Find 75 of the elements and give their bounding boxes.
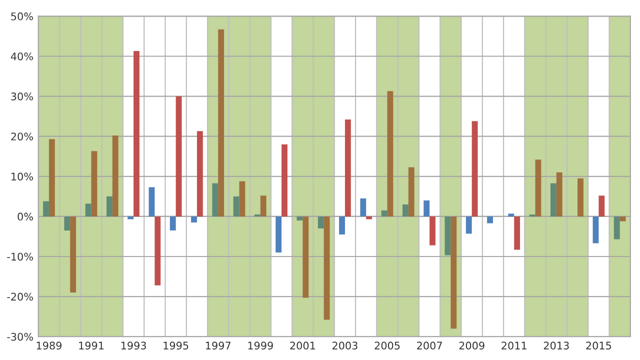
x-tick-label: 1997 — [206, 342, 230, 350]
bar — [408, 167, 414, 216]
x-tick-label: 1991 — [79, 342, 104, 350]
y-tick-label: 20% — [11, 132, 33, 140]
bar — [64, 216, 70, 230]
bar — [106, 196, 112, 216]
bar — [260, 196, 266, 216]
bar — [282, 144, 288, 216]
bar — [154, 216, 161, 286]
bar — [296, 216, 303, 220]
bar — [381, 210, 388, 216]
bar — [366, 216, 372, 220]
bar — [233, 196, 240, 216]
bar — [614, 216, 620, 240]
y-tick-label: 10% — [12, 172, 33, 181]
bar — [514, 216, 520, 250]
bar — [48, 139, 55, 216]
bar — [324, 216, 330, 320]
bar — [318, 216, 324, 228]
bar — [466, 216, 472, 234]
bar — [556, 172, 562, 216]
bar — [91, 151, 98, 216]
bar — [218, 29, 224, 216]
x-tick-label: 2003 — [332, 342, 358, 350]
x-tick-label: 1999 — [248, 342, 273, 350]
bar — [70, 216, 76, 293]
y-tick-label: -30% — [7, 332, 33, 341]
bar — [302, 216, 309, 298]
bar — [472, 121, 478, 216]
bar — [535, 160, 542, 216]
bar — [487, 216, 493, 224]
bar — [450, 216, 457, 329]
x-tick-label: 2005 — [374, 342, 400, 350]
bar — [339, 216, 345, 234]
y-tick-label: 30% — [11, 92, 33, 100]
x-tick-label: 2009 — [459, 342, 484, 350]
bar — [592, 216, 599, 244]
x-tick-label: 2015 — [586, 342, 612, 350]
bar — [43, 201, 49, 216]
bar — [212, 183, 218, 216]
x-tick-label: 2007 — [417, 342, 442, 350]
y-tick-label: 40% — [10, 52, 33, 60]
bar — [387, 91, 394, 216]
bar — [360, 198, 366, 216]
bar — [112, 136, 118, 216]
bar — [191, 216, 197, 222]
bar — [196, 131, 203, 216]
bar — [276, 216, 282, 252]
bar — [424, 200, 430, 216]
bar — [598, 196, 605, 216]
x-tick-label: 2001 — [290, 342, 315, 350]
y-tick-label: -10% — [7, 252, 33, 261]
bar — [578, 178, 584, 216]
y-tick-label: 50% — [11, 12, 33, 20]
x-tick-label: 1993 — [121, 342, 146, 350]
x-tick-label: 2011 — [502, 342, 526, 350]
bar — [134, 51, 140, 216]
x-tick-label: 1989 — [36, 342, 62, 350]
bar — [148, 187, 155, 216]
bar — [85, 204, 92, 216]
bar — [239, 181, 246, 216]
bar — [402, 204, 408, 216]
x-tick-label: 1995 — [164, 342, 188, 350]
bar — [170, 216, 176, 230]
bar — [176, 96, 182, 216]
bar — [620, 216, 626, 222]
y-tick-label: -20% — [7, 292, 33, 301]
bar — [444, 216, 451, 256]
bar — [430, 216, 436, 246]
x-tick-label: 2013 — [544, 342, 569, 350]
bar — [344, 120, 351, 216]
y-tick-label: 0% — [18, 212, 33, 221]
bar — [128, 216, 134, 220]
bar — [550, 183, 556, 216]
bar — [508, 214, 514, 216]
